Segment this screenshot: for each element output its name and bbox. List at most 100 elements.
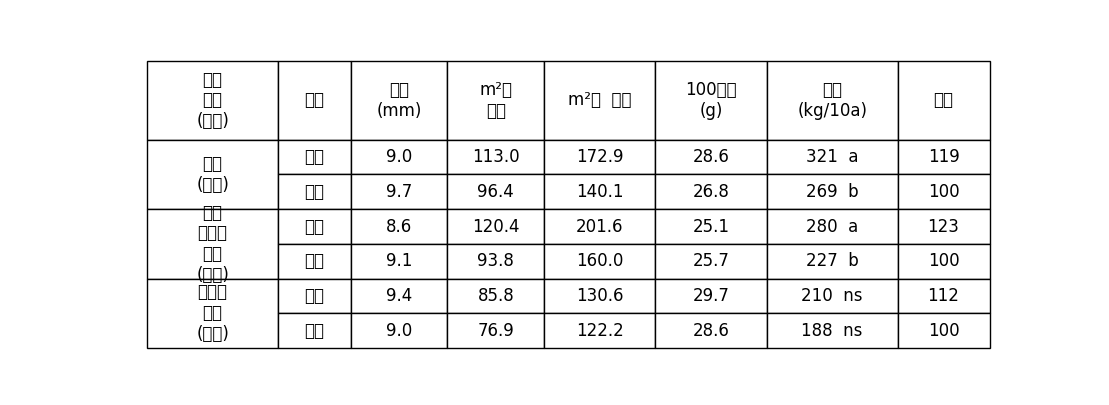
Bar — [350, 313, 447, 348]
Text: 227  b: 227 b — [806, 252, 858, 270]
Bar — [147, 279, 278, 348]
Text: 실증: 실증 — [304, 148, 324, 166]
Text: 9.7: 9.7 — [386, 183, 413, 201]
Text: 9.4: 9.4 — [386, 287, 413, 305]
Text: 210  ns: 210 ns — [802, 287, 863, 305]
Text: 100: 100 — [928, 322, 959, 340]
Text: 76.9: 76.9 — [477, 322, 515, 340]
Text: 수량
(kg/10a): 수량 (kg/10a) — [797, 81, 867, 120]
Text: 100: 100 — [928, 252, 959, 270]
Text: 구분: 구분 — [304, 92, 324, 109]
Bar — [766, 209, 897, 244]
Text: 112: 112 — [927, 287, 959, 305]
Bar — [350, 209, 447, 244]
Text: 25.1: 25.1 — [693, 217, 730, 236]
Text: 대응
기술
(지역): 대응 기술 (지역) — [196, 70, 228, 130]
Bar — [545, 209, 655, 244]
Bar — [350, 244, 447, 279]
Text: 93.8: 93.8 — [477, 252, 515, 270]
Bar — [897, 61, 989, 140]
Bar — [897, 209, 989, 244]
Bar — [447, 61, 545, 140]
Bar — [766, 140, 897, 175]
Text: 113.0: 113.0 — [472, 148, 519, 166]
Text: 28.6: 28.6 — [693, 148, 730, 166]
Text: 9.0: 9.0 — [386, 148, 413, 166]
Text: 269  b: 269 b — [806, 183, 858, 201]
Bar — [147, 140, 278, 209]
Text: 지수: 지수 — [934, 92, 954, 109]
Text: 8.6: 8.6 — [386, 217, 413, 236]
Text: 관행: 관행 — [304, 183, 324, 201]
Bar — [278, 209, 350, 244]
Bar — [655, 209, 766, 244]
Bar — [278, 175, 350, 209]
Bar — [350, 175, 447, 209]
Bar — [897, 279, 989, 313]
Text: 실증: 실증 — [304, 217, 324, 236]
Bar — [278, 61, 350, 140]
Text: 잡초
방제용
피복
(무안): 잡초 방제용 피복 (무안) — [196, 204, 228, 284]
Bar — [545, 175, 655, 209]
Bar — [350, 279, 447, 313]
Bar — [278, 279, 350, 313]
Bar — [545, 244, 655, 279]
Text: 관행: 관행 — [304, 252, 324, 270]
Bar — [447, 175, 545, 209]
Text: 9.0: 9.0 — [386, 322, 413, 340]
Bar — [545, 140, 655, 175]
Bar — [278, 313, 350, 348]
Bar — [897, 140, 989, 175]
Text: 실증: 실증 — [304, 287, 324, 305]
Text: m²당  립수: m²당 립수 — [568, 92, 632, 109]
Bar — [655, 279, 766, 313]
Text: 29.7: 29.7 — [693, 287, 730, 305]
Text: 321  a: 321 a — [806, 148, 858, 166]
Bar — [766, 175, 897, 209]
Text: 병해충
방제
(과수): 병해충 방제 (과수) — [196, 284, 228, 343]
Bar — [447, 279, 545, 313]
Bar — [278, 140, 350, 175]
Text: 172.9: 172.9 — [576, 148, 623, 166]
Bar — [897, 175, 989, 209]
Text: 140.1: 140.1 — [576, 183, 623, 201]
Text: m²당
협수: m²당 협수 — [479, 81, 512, 120]
Text: 26.8: 26.8 — [693, 183, 730, 201]
Bar — [147, 61, 278, 140]
Bar — [655, 140, 766, 175]
Bar — [766, 279, 897, 313]
Text: 122.2: 122.2 — [576, 322, 623, 340]
Text: 120.4: 120.4 — [472, 217, 519, 236]
Bar — [447, 313, 545, 348]
Text: 관수
(안동): 관수 (안동) — [196, 155, 228, 194]
Bar — [655, 313, 766, 348]
Text: 188  ns: 188 ns — [802, 322, 863, 340]
Bar — [447, 244, 545, 279]
Bar — [545, 313, 655, 348]
Bar — [897, 313, 989, 348]
Bar — [655, 244, 766, 279]
Text: 280  a: 280 a — [806, 217, 858, 236]
Bar — [655, 175, 766, 209]
Bar — [447, 140, 545, 175]
Text: 100립중
(g): 100립중 (g) — [685, 81, 737, 120]
Text: 85.8: 85.8 — [477, 287, 515, 305]
Bar — [766, 313, 897, 348]
Bar — [278, 244, 350, 279]
Text: 160.0: 160.0 — [577, 252, 623, 270]
Text: 130.6: 130.6 — [576, 287, 623, 305]
Bar — [350, 61, 447, 140]
Bar — [655, 61, 766, 140]
Bar — [545, 279, 655, 313]
Bar — [766, 244, 897, 279]
Bar — [350, 140, 447, 175]
Bar — [897, 244, 989, 279]
Bar — [147, 209, 278, 279]
Text: 96.4: 96.4 — [477, 183, 515, 201]
Text: 9.1: 9.1 — [386, 252, 413, 270]
Text: 25.7: 25.7 — [693, 252, 730, 270]
Text: 28.6: 28.6 — [693, 322, 730, 340]
Text: 경태
(mm): 경태 (mm) — [376, 81, 421, 120]
Bar — [545, 61, 655, 140]
Text: 123: 123 — [927, 217, 959, 236]
